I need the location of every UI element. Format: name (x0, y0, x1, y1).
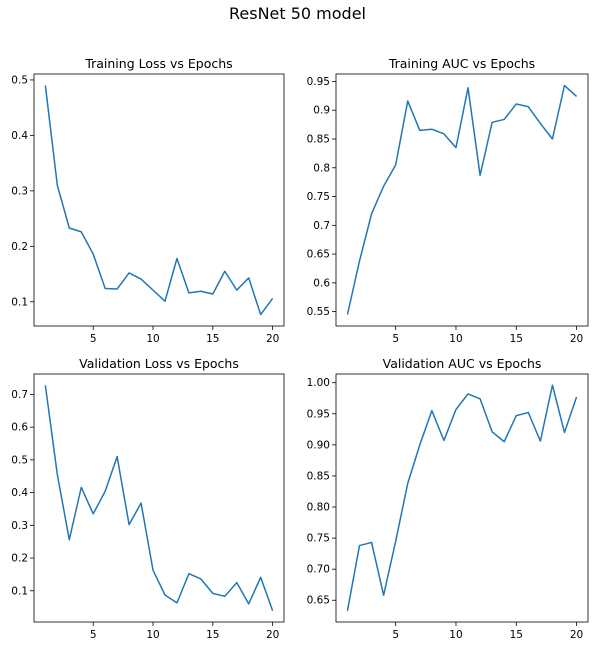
figure-title: ResNet 50 model (228, 4, 366, 23)
y-tick-label: 0.7 (313, 220, 330, 232)
series-line (44, 85, 274, 316)
y-tick-label: 0.2 (11, 241, 28, 253)
y-tick-label: 0.65 (307, 595, 330, 607)
y-tick-label: 0.2 (11, 553, 28, 565)
subplot-title: Validation AUC vs Epochs (383, 356, 542, 371)
y-tick-label: 0.5 (11, 74, 28, 86)
x-tick-label: 20 (570, 333, 583, 345)
y-tick-label: 0.75 (307, 191, 330, 203)
y-tick-label: 0.7 (11, 389, 28, 401)
y-tick-label: 0.6 (313, 277, 330, 289)
y-tick-label: 0.65 (307, 249, 330, 261)
y-tick-label: 0.3 (11, 520, 28, 532)
y-tick-label: 0.75 (307, 533, 330, 545)
x-tick-label: 20 (266, 629, 279, 641)
axes-frame (33, 73, 285, 327)
subplot-4: Validation AUC vs Epochs 5 10 15 20 0.65 0.70 0… (307, 356, 589, 641)
y-tick-label: 0.3 (11, 185, 28, 197)
y-tick-label: 0.55 (307, 306, 330, 318)
x-tick-label: 15 (510, 333, 523, 345)
subplot-1: Training Loss vs Epochs 5 10 15 20 0.1 0.2 0.3 0… (11, 56, 285, 345)
y-tick-label: 0.90 (307, 439, 330, 451)
subplot-title: Training AUC vs Epochs (388, 56, 535, 71)
x-tick-label: 15 (206, 333, 219, 345)
y-tick-label: 0.95 (307, 76, 330, 88)
subplot-2: Training AUC vs Epochs 5 10 15 20 0.55 0.6 0.65… (307, 56, 589, 345)
axes-frame (335, 73, 589, 327)
x-tick-label: 15 (206, 629, 219, 641)
x-tick-label: 20 (570, 629, 583, 641)
series-line (346, 384, 578, 611)
y-tick-label: 0.4 (11, 487, 28, 499)
x-tick-label: 10 (449, 629, 462, 641)
y-tick-label: 0.1 (11, 296, 28, 308)
y-tick-label: 0.85 (307, 134, 330, 146)
y-tick-label: 0.8 (313, 162, 330, 174)
x-tick-label: 5 (392, 629, 399, 641)
y-tick-label: 0.80 (307, 502, 330, 514)
y-tick-label: 0.95 (307, 408, 330, 420)
subplot-title: Validation Loss vs Epochs (79, 356, 239, 371)
y-tick-label: 0.9 (313, 105, 330, 117)
axes-frame (33, 373, 285, 623)
axes-frame (335, 373, 589, 623)
x-tick-label: 10 (449, 333, 462, 345)
y-tick-label: 0.1 (11, 585, 28, 597)
y-tick-label: 1.00 (307, 377, 330, 389)
subplot-3: Validation Loss vs Epochs 5 10 15 20 0.1 0.2 0.… (11, 356, 285, 641)
series-line (346, 84, 578, 315)
x-tick-label: 10 (146, 333, 159, 345)
subplot-title: Training Loss vs Epochs (84, 56, 232, 71)
y-tick-label: 0.85 (307, 470, 330, 482)
x-tick-label: 5 (90, 333, 97, 345)
series-line (44, 385, 274, 611)
y-tick-label: 0.70 (307, 564, 330, 576)
x-tick-label: 10 (146, 629, 159, 641)
x-tick-label: 20 (266, 333, 279, 345)
x-tick-label: 5 (90, 629, 97, 641)
x-tick-label: 15 (510, 629, 523, 641)
y-tick-label: 0.6 (11, 422, 28, 434)
y-tick-label: 0.5 (11, 454, 28, 466)
y-tick-label: 0.4 (11, 130, 28, 142)
x-tick-label: 5 (392, 333, 399, 345)
